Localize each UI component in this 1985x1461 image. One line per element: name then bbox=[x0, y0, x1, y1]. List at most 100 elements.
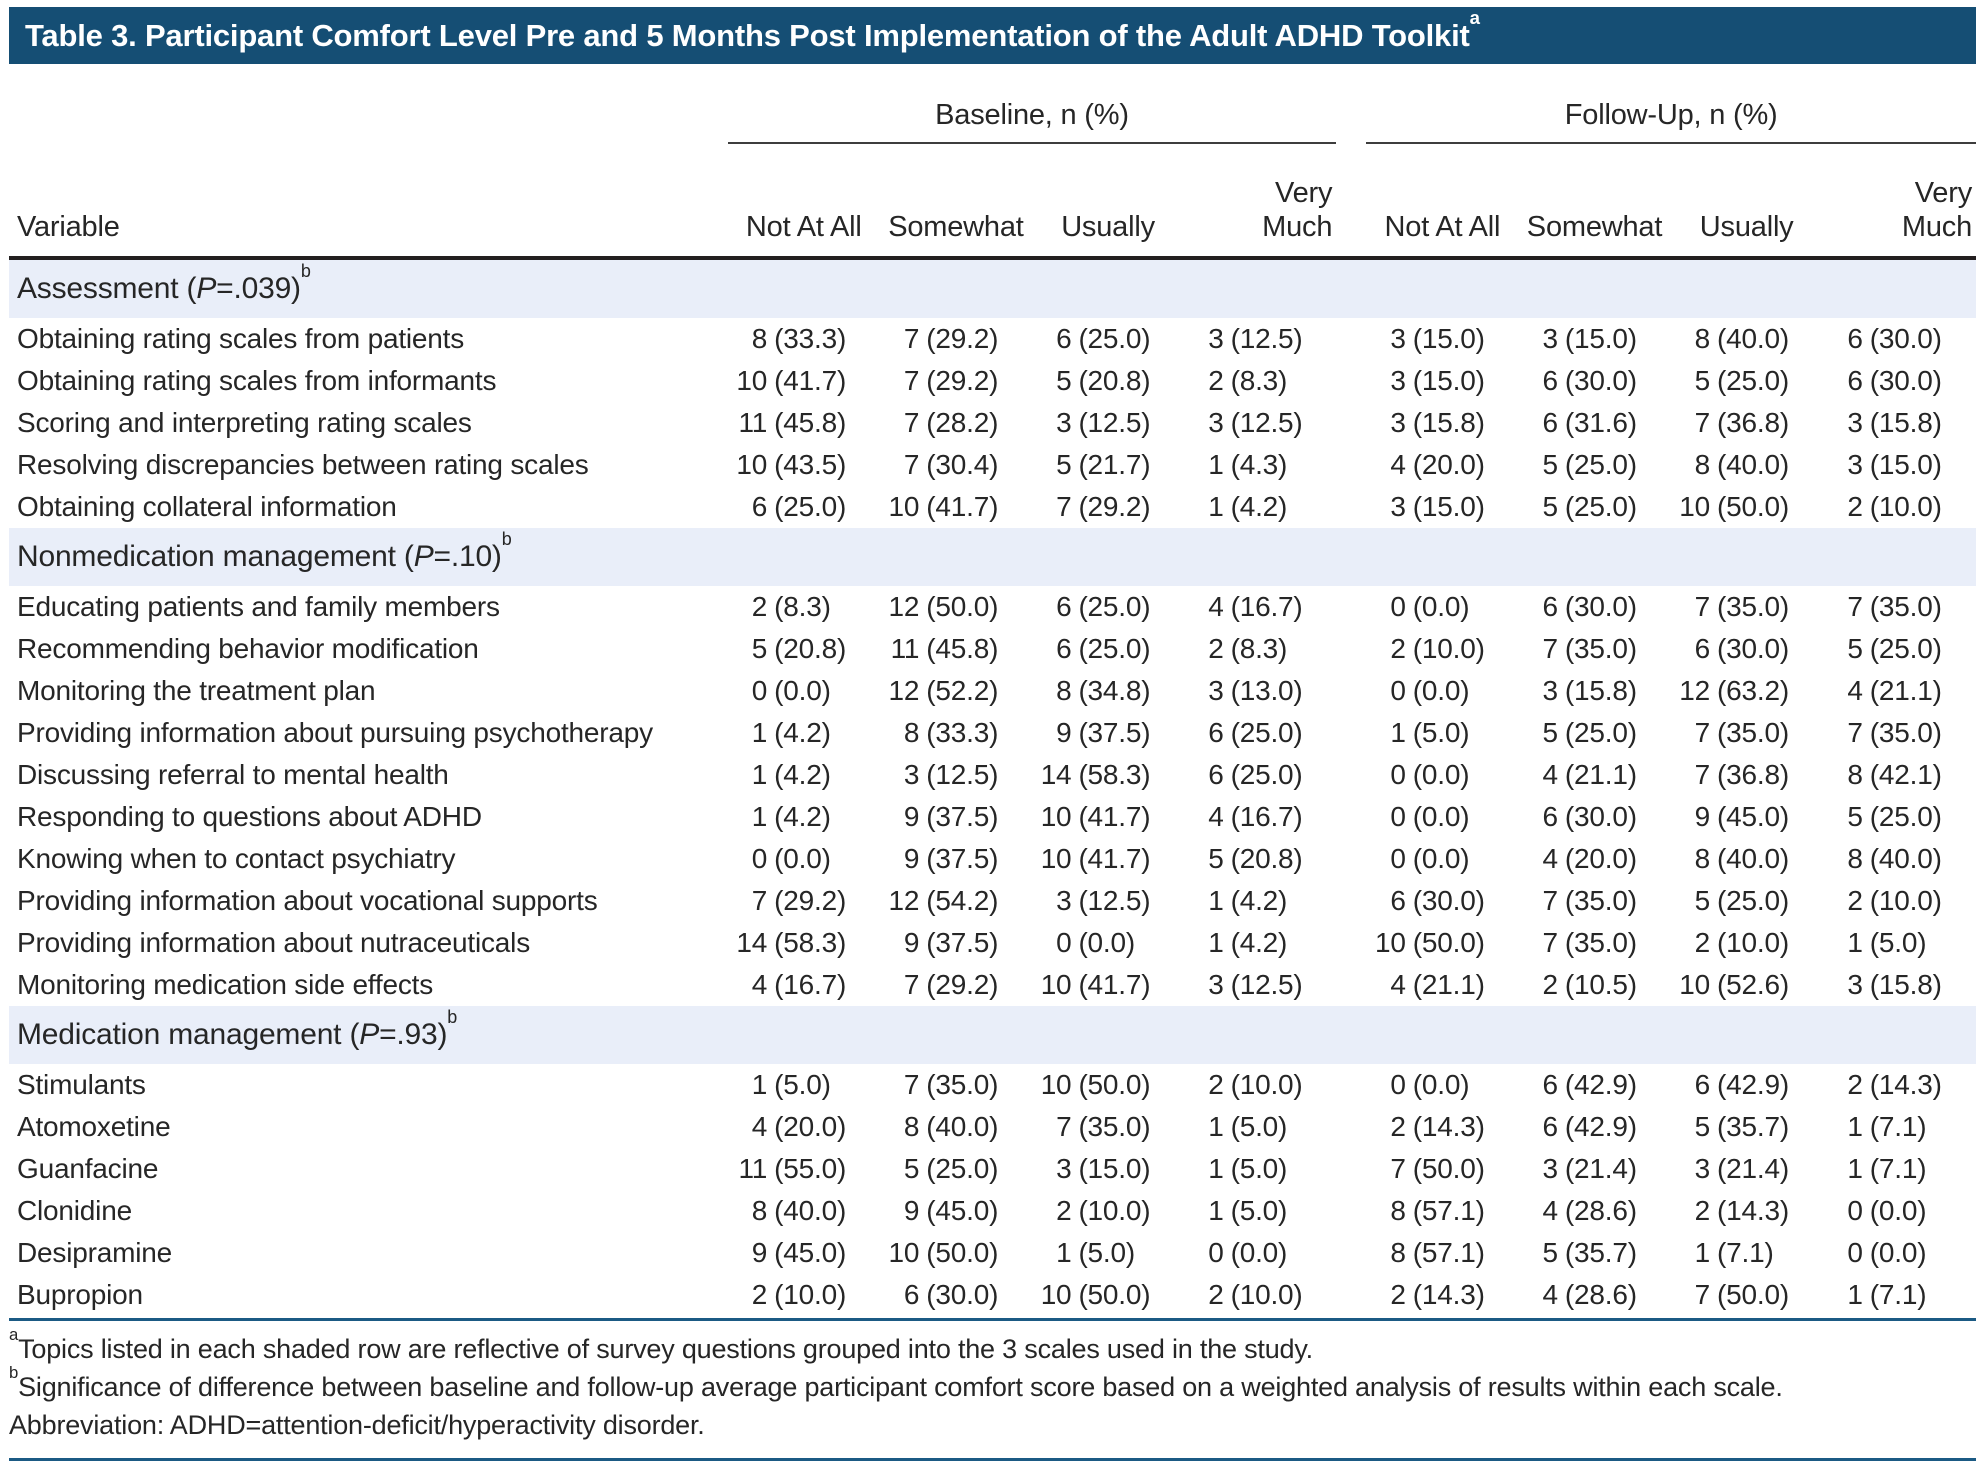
cell-count: 7 bbox=[1694, 1279, 1711, 1310]
cell-percent: (10.0) bbox=[1078, 1195, 1151, 1226]
table-row: Responding to questions about ADHD 1 (4.2)… bbox=[9, 796, 1976, 838]
data-cell: 12 (63.2) bbox=[1671, 670, 1823, 712]
cell-count: 8 bbox=[1694, 323, 1711, 354]
cell-count: 5 bbox=[1208, 843, 1224, 874]
data-cell: 0 (0.0) bbox=[1366, 796, 1518, 838]
section-header: Assessment (P=.039)b bbox=[9, 258, 1976, 318]
cell-count: 2 bbox=[1208, 633, 1224, 664]
data-cell: 7 (35.0) bbox=[1671, 712, 1823, 754]
cell-count: 6 bbox=[1542, 801, 1559, 832]
data-cell: 12 (54.2) bbox=[880, 880, 1032, 922]
cell-count: 3 bbox=[1390, 365, 1406, 396]
data-cell: 6 (42.9) bbox=[1518, 1064, 1670, 1106]
column-gap bbox=[1336, 318, 1366, 360]
column-gap bbox=[1336, 1106, 1366, 1148]
cell-percent: (29.2) bbox=[926, 969, 999, 1000]
data-cell: 4 (16.7) bbox=[728, 964, 880, 1006]
cell-count: 3 bbox=[1208, 675, 1224, 706]
section-header-row: Assessment (P=.039)b bbox=[9, 258, 1976, 318]
data-cell: 1 (5.0) bbox=[1366, 712, 1518, 754]
cell-percent: (25.0) bbox=[1564, 491, 1637, 522]
cell-percent: (33.3) bbox=[774, 323, 847, 354]
cell-percent: (34.8) bbox=[1078, 675, 1151, 706]
data-cell: 3 (15.0) bbox=[1366, 360, 1518, 402]
data-cell: 7 (35.0) bbox=[1823, 586, 1976, 628]
cell-count: 1 bbox=[1208, 1111, 1224, 1142]
data-cell: 0 (0.0) bbox=[1032, 922, 1184, 964]
row-label: Scoring and interpreting rating scales bbox=[17, 407, 472, 438]
cell-percent: (4.2) bbox=[774, 801, 831, 832]
cell-percent: (50.0) bbox=[1717, 1279, 1789, 1310]
cell-count: 8 bbox=[1847, 759, 1863, 790]
cell-count: 2 bbox=[751, 591, 768, 622]
cell-percent: (37.5) bbox=[1078, 717, 1151, 748]
cell-count: 7 bbox=[751, 885, 768, 916]
cell-percent: (42.9) bbox=[1717, 1069, 1789, 1100]
data-cell: 3 (15.8) bbox=[1518, 670, 1670, 712]
data-cell: 3 (12.5) bbox=[880, 754, 1032, 796]
data-cell: 5 (20.8) bbox=[728, 628, 880, 670]
data-cell: 8 (57.1) bbox=[1366, 1190, 1518, 1232]
cell-count: 2 bbox=[1847, 1069, 1863, 1100]
data-cell: 1 (5.0) bbox=[1184, 1106, 1336, 1148]
cell-percent: (4.2) bbox=[1230, 927, 1288, 958]
cell-percent: (25.0) bbox=[1869, 633, 1942, 664]
data-cell: 6 (25.0) bbox=[1032, 318, 1184, 360]
cell-percent: (12.5) bbox=[1078, 407, 1151, 438]
table-row: Providing information about pursuing psy… bbox=[9, 712, 1976, 754]
column-gap bbox=[1336, 1148, 1366, 1190]
data-cell: 3 (15.0) bbox=[1823, 444, 1976, 486]
data-cell: 0 (0.0) bbox=[1184, 1232, 1336, 1274]
data-cell: 5 (25.0) bbox=[880, 1148, 1032, 1190]
data-cell: 10 (41.7) bbox=[1032, 838, 1184, 880]
cell-count: 6 bbox=[1208, 759, 1224, 790]
followup-not-at-all-header: Not At All bbox=[1366, 143, 1519, 260]
cell-count: 1 bbox=[1056, 1237, 1072, 1268]
cell-count: 1 bbox=[751, 759, 768, 790]
table-row: Stimulants 1 (5.0) 7 (35.0) 10 (50.0) 2 (10.0) 0(… bbox=[9, 1064, 1976, 1106]
cell-count: 10 bbox=[1375, 927, 1406, 958]
footnote-marker: a bbox=[9, 1324, 19, 1344]
data-cell: 6 (25.0) bbox=[1032, 586, 1184, 628]
cell-count: 9 bbox=[903, 927, 920, 958]
cell-count: 4 bbox=[1208, 591, 1224, 622]
data-cell: 1 (5.0) bbox=[1823, 922, 1976, 964]
data-cell: 14 (58.3) bbox=[1032, 754, 1184, 796]
cell-count: 1 bbox=[1208, 449, 1224, 480]
row-label: Responding to questions about ADHD bbox=[17, 801, 482, 832]
cell-count: 7 bbox=[903, 1069, 920, 1100]
cell-percent: (50.0) bbox=[1412, 1153, 1485, 1184]
cell-percent: (10.0) bbox=[1230, 1069, 1303, 1100]
data-cell: 9 (45.0) bbox=[728, 1232, 880, 1274]
section-header: Medication management (P=.93)b bbox=[9, 1006, 1976, 1064]
cell-count: 4 bbox=[1390, 449, 1406, 480]
cell-percent: (20.0) bbox=[774, 1111, 847, 1142]
data-cell: 9 (45.0) bbox=[1671, 796, 1823, 838]
cell-percent: (20.8) bbox=[1078, 365, 1151, 396]
data-cell: 3 (12.5) bbox=[1184, 964, 1336, 1006]
table-row: Monitoring the treatment plan 0 (0.0) 12 (52… bbox=[9, 670, 1976, 712]
cell-percent: (15.8) bbox=[1869, 407, 1942, 438]
cell-count: 3 bbox=[1056, 407, 1072, 438]
data-cell: 2 (10.0) bbox=[1184, 1064, 1336, 1106]
cell-count: 6 bbox=[1542, 1069, 1559, 1100]
cell-percent: (4.2) bbox=[774, 717, 831, 748]
table-row: Monitoring medication side effects 4 (16.7… bbox=[9, 964, 1976, 1006]
data-cell: 10 (50.0) bbox=[1032, 1064, 1184, 1106]
column-gap bbox=[1336, 64, 1366, 143]
cell-percent: (29.2) bbox=[774, 885, 847, 916]
cell-percent: (52.2) bbox=[926, 675, 999, 706]
cell-count: 0 bbox=[1390, 675, 1406, 706]
cell-count: 3 bbox=[1208, 323, 1224, 354]
variable-header: Variable bbox=[9, 143, 728, 260]
data-cell: 8 (40.0) bbox=[880, 1106, 1032, 1148]
cell-count: 2 bbox=[1694, 1195, 1711, 1226]
cell-percent: (33.3) bbox=[926, 717, 999, 748]
cell-percent: (35.7) bbox=[1564, 1237, 1637, 1268]
cell-percent: (50.0) bbox=[1078, 1279, 1151, 1310]
cell-percent: (0.0) bbox=[1412, 1069, 1470, 1100]
cell-count: 10 bbox=[1679, 491, 1711, 522]
cell-count: 9 bbox=[903, 801, 920, 832]
cell-count: 6 bbox=[1056, 633, 1072, 664]
